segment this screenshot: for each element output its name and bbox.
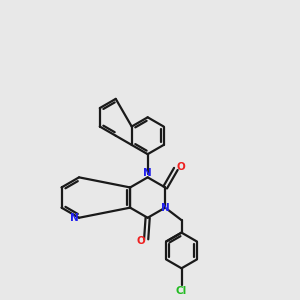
Text: N: N bbox=[70, 213, 79, 223]
Text: N: N bbox=[161, 203, 170, 213]
Text: O: O bbox=[176, 161, 185, 172]
Text: Cl: Cl bbox=[176, 286, 187, 296]
Text: N: N bbox=[143, 169, 152, 178]
Text: O: O bbox=[137, 236, 146, 246]
